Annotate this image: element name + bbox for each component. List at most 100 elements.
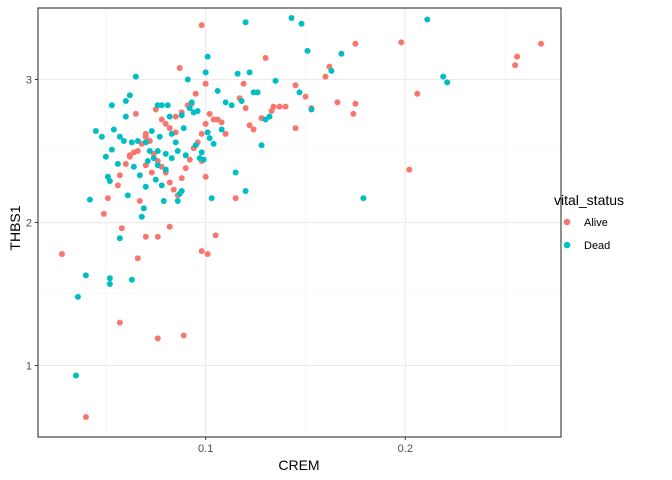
data-point-dead [234,70,241,77]
data-point-dead [158,182,165,189]
data-point-dead [254,89,261,96]
data-point-alive [352,40,359,47]
data-point-dead [154,162,161,169]
data-point-alive [282,103,289,110]
data-point-dead [74,293,81,300]
data-point-dead [200,156,207,163]
data-point-dead [338,50,345,57]
data-point-dead [208,195,215,202]
plot-panel [38,8,561,437]
data-point-dead [98,133,105,140]
data-point-alive [126,153,133,160]
legend: vital_status Alive Dead [554,192,624,252]
data-point-dead [272,77,279,84]
data-point-dead [106,280,113,287]
data-point-alive [334,99,341,106]
data-point-dead [82,272,89,279]
data-point-dead [140,205,147,212]
data-point-dead [182,152,189,159]
data-point-dead [178,112,185,119]
data-point-dead [298,20,305,27]
data-point-alive [292,125,299,132]
data-point-dead [108,102,115,109]
data-point-dead [146,148,153,154]
data-point-alive [116,172,123,179]
data-point-dead [242,188,249,195]
data-point-alive [218,119,225,126]
data-point-alive [232,195,239,202]
data-point-alive [242,105,249,112]
x-axis-title: CREM [278,457,319,473]
data-point-dead [116,133,123,140]
data-point-alive [186,156,193,163]
data-point-dead [124,192,131,199]
data-point-dead [192,142,199,149]
data-point-dead [186,105,193,112]
data-point-alive [180,332,187,339]
data-point-dead [202,69,209,76]
data-point-dead [172,139,179,146]
data-point-dead [444,79,451,86]
data-point-alive [142,130,149,137]
data-point-alive [170,186,177,193]
y-tick-label: 2 [26,218,32,230]
data-point-alive [302,93,309,100]
legend-label-dead: Dead [584,240,610,252]
data-point-alive [162,120,169,127]
data-point-alive [202,173,209,180]
data-point-alive [206,110,213,117]
legend-key-dead [563,241,571,249]
legend-label-alive: Alive [584,217,608,229]
data-point-alive [398,39,405,46]
data-point-dead [206,135,213,142]
legend-title: vital_status [554,192,624,208]
data-point-dead [130,163,137,170]
data-point-dead [158,102,165,109]
data-point-alive [134,148,141,154]
data-point-alive [414,90,421,97]
data-point-alive [172,113,179,120]
data-point-alive [82,413,89,420]
data-point-dead [122,97,129,104]
data-point-dead [360,195,367,202]
data-point-alive [538,40,545,47]
data-point-dead [222,99,229,106]
data-point-dead [218,126,225,133]
data-point-dead [162,166,169,173]
data-point-alive [176,65,183,72]
data-point-dead [180,125,187,132]
data-point-dead [174,198,181,205]
data-point-dead [132,73,139,80]
data-point-dead [136,172,143,179]
data-point-dead [86,196,93,203]
data-point-dead [168,155,175,162]
data-point-alive [114,182,121,189]
data-point-alive [250,126,257,133]
data-point-dead [128,139,135,146]
data-point-alive [198,248,205,255]
data-point-alive [136,198,143,205]
data-point-dead [116,235,123,242]
data-point-alive [178,175,185,182]
data-point-alive [100,210,107,217]
data-point-dead [156,133,163,140]
data-point-dead [178,188,185,195]
data-point-dead [106,275,113,282]
data-point-alive [406,166,413,173]
legend-items: Alive Dead [563,217,610,252]
data-points [58,15,545,420]
data-point-alive [192,90,199,97]
data-point-dead [110,126,117,133]
data-point-alive [352,100,359,107]
data-point-dead [328,67,335,74]
data-point-dead [160,198,167,205]
data-point-alive [116,319,123,326]
data-point-dead [128,276,135,283]
data-point-dead [102,153,109,160]
data-point-alive [158,116,165,123]
data-point-alive [246,122,253,129]
data-point-alive [350,110,357,117]
data-point-dead [144,158,151,165]
data-point-alive [154,233,161,240]
data-point-alive [198,130,205,137]
